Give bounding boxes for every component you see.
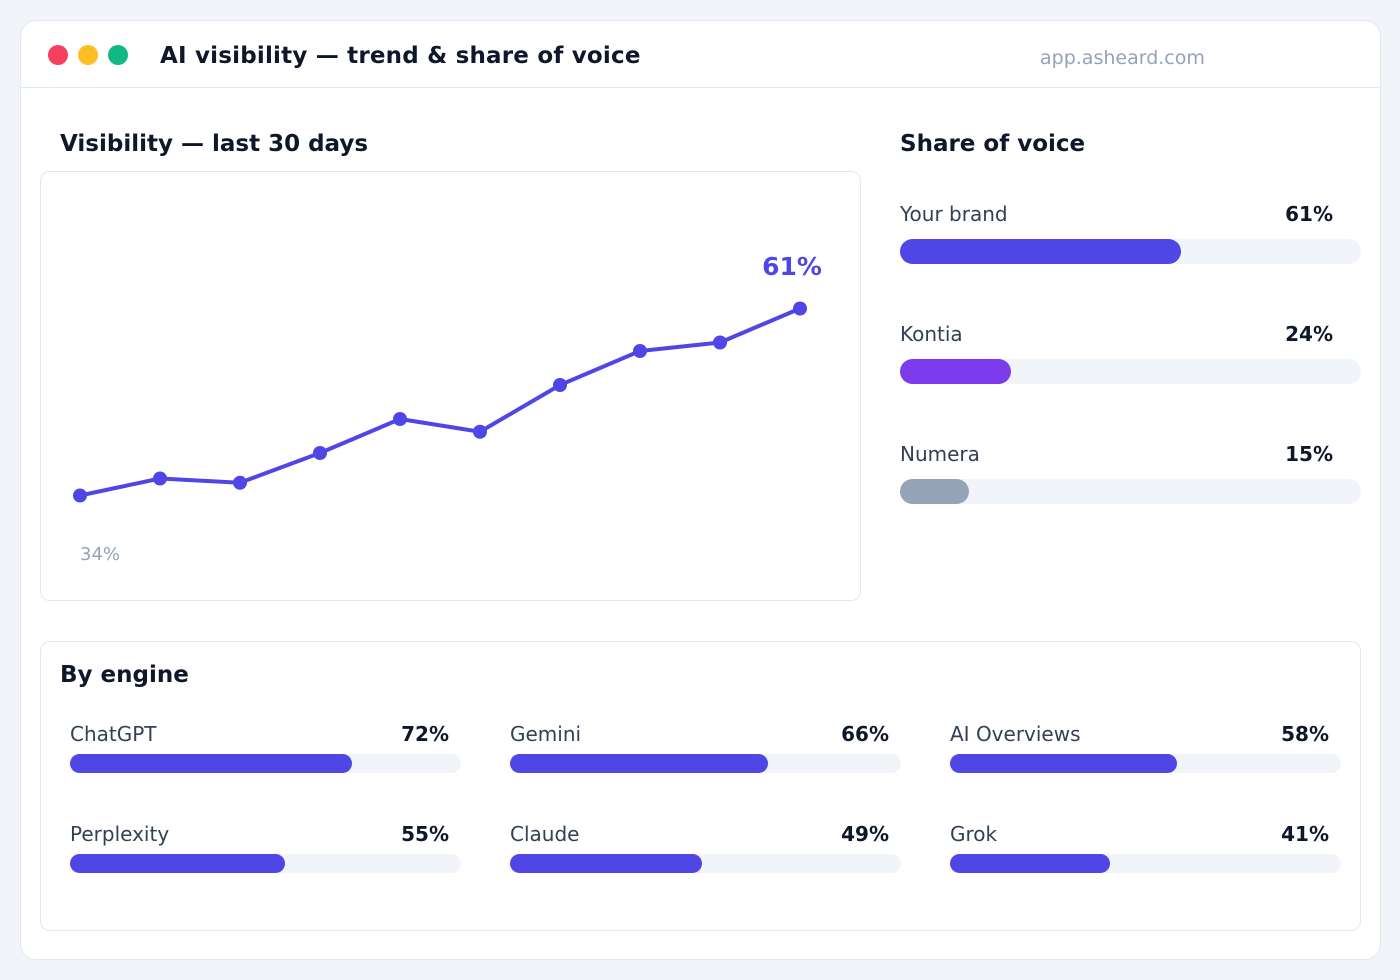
sov-label: Numera (900, 442, 980, 466)
engine-track (950, 854, 1341, 873)
engine-value: 66% (841, 722, 889, 746)
by-engine-card: By engine ChatGPT 72% Gemini 66% AI Over… (40, 641, 1361, 931)
data-point-6 (473, 424, 487, 439)
data-point-4 (313, 446, 327, 460)
close-window-dot[interactable] (48, 45, 68, 65)
data-point-10 (793, 301, 807, 316)
engine-label: Claude (510, 822, 580, 846)
engine-label: Grok (950, 822, 998, 846)
engine-row-claude: Claude 49% (510, 822, 901, 873)
engine-value: 41% (1281, 822, 1329, 846)
visibility-chart-card: 34% 61% (40, 171, 861, 601)
engine-value: 49% (841, 822, 889, 846)
by-engine-title: By engine (60, 662, 189, 688)
engine-label: Perplexity (70, 822, 170, 846)
engine-track (70, 754, 461, 773)
data-point-1 (73, 488, 87, 503)
start-value-label: 34% (80, 544, 120, 565)
data-point-7 (553, 378, 567, 392)
sov-label: Kontia (900, 322, 963, 346)
sov-fill-bar (900, 479, 970, 504)
sov-fill-bar (900, 239, 1182, 264)
engine-track (510, 854, 901, 873)
engine-value: 72% (401, 722, 449, 746)
engine-track (70, 854, 461, 873)
engine-fill-bar (950, 854, 1111, 873)
window-title: AI visibility — trend & share of voice (160, 43, 641, 69)
data-point-3 (233, 475, 247, 490)
engine-label: ChatGPT (70, 722, 157, 746)
sov-row-your-brand: Your brand 61% (900, 202, 1362, 272)
engine-fill-bar (510, 854, 702, 873)
data-point-2 (153, 471, 167, 486)
engine-row-gemini: Gemini 66% (510, 722, 901, 773)
sov-value: 24% (1285, 322, 1333, 346)
url-label[interactable]: app.asheard.com (1040, 47, 1205, 69)
sov-label: Your brand (900, 202, 1008, 226)
engine-row-grok: Grok 41% (950, 822, 1341, 873)
sov-value: 15% (1285, 442, 1333, 466)
sov-track (900, 479, 1361, 504)
engine-row-perplexity: Perplexity 55% (70, 822, 461, 873)
app-window: AI visibility — trend & share of voice a… (20, 20, 1381, 960)
engine-fill-bar (70, 754, 352, 773)
end-value-label: 61% (762, 252, 822, 281)
sov-track (900, 359, 1361, 384)
visibility-line-chart: 34% 61% (73, 252, 822, 565)
data-point-8 (633, 344, 647, 358)
visibility-title: Visibility — last 30 days (60, 131, 369, 157)
sov-value: 61% (1285, 202, 1333, 226)
data-point-9 (713, 335, 727, 350)
maximize-window-dot[interactable] (108, 45, 128, 65)
sov-fill-bar (900, 359, 1011, 384)
sov-row-numera: Numera 15% (900, 442, 1362, 512)
share-of-voice-title: Share of voice (900, 131, 1086, 157)
engine-fill-bar (950, 754, 1177, 773)
data-point-5 (393, 412, 407, 426)
engine-label: AI Overviews (950, 722, 1081, 746)
engine-label: Gemini (510, 722, 582, 746)
engine-track (510, 754, 901, 773)
engine-row-chatgpt: ChatGPT 72% (70, 722, 461, 773)
visibility-series-line (78, 306, 802, 498)
engine-track (950, 754, 1341, 773)
engine-value: 55% (401, 822, 449, 846)
engine-fill-bar (70, 854, 286, 873)
title-bar: AI visibility — trend & share of voice a… (21, 21, 1380, 88)
sov-row-kontia: Kontia 24% (900, 322, 1362, 392)
sov-track (900, 239, 1361, 264)
engine-value: 58% (1281, 722, 1329, 746)
engine-row-ai-overviews: AI Overviews 58% (950, 722, 1341, 773)
minimize-window-dot[interactable] (78, 45, 98, 65)
engine-fill-bar (510, 754, 769, 773)
